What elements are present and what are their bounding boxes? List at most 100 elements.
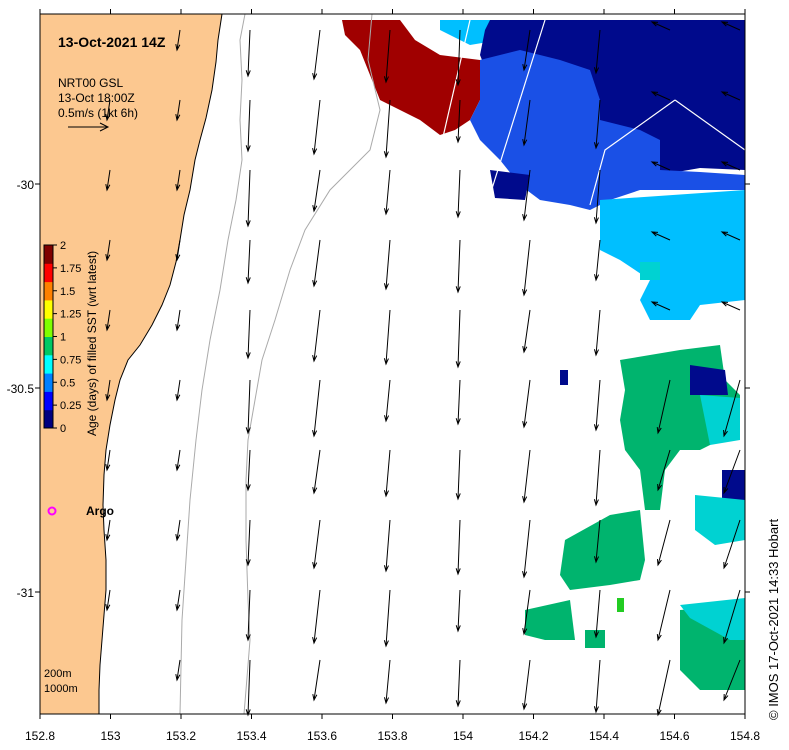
isobath-label-200m: 200m (44, 668, 72, 680)
argo-float: Argo (47, 504, 114, 518)
current-arrow (175, 239, 181, 262)
colorbar-title: Age (days) of filled SST (wrt latest) (85, 251, 99, 436)
current-arrow (245, 29, 251, 78)
colorbar-tick-label: 0 (60, 423, 66, 435)
current-arrow (723, 659, 741, 702)
x-tick-label: 153.8 (377, 729, 407, 743)
current-arrow (245, 449, 251, 492)
colorbar-segment (44, 281, 53, 301)
current-arrow (105, 169, 111, 192)
colorbar-gradient (44, 245, 53, 429)
current-arrow (455, 29, 461, 87)
current-arrow (593, 589, 601, 639)
current-arrow (455, 519, 461, 576)
current-arrow (650, 161, 671, 171)
current-arrow (312, 309, 321, 363)
current-arrow (105, 239, 111, 262)
current-arrow (312, 659, 321, 702)
current-arrow (723, 589, 741, 645)
colorbar-tick-label: 0.75 (60, 354, 81, 366)
current-arrow (720, 301, 741, 311)
current-arrow (522, 169, 531, 222)
x-axis-labels: 152.8 153 153.2 153.4 153.6 153.8 154 154.2 154.… (25, 729, 760, 743)
current-arrow (175, 309, 181, 332)
current-arrow (455, 589, 461, 633)
current-arrow (656, 659, 671, 717)
colorbar-segment (44, 409, 53, 429)
current-arrow (384, 379, 391, 423)
current-arrow (522, 449, 531, 504)
current-arrow (723, 519, 741, 570)
current-arrow (105, 589, 111, 612)
colorbar-tick-label: 1 (60, 332, 66, 344)
colorbar-tick-label: 1.5 (60, 286, 75, 298)
current-arrow (312, 239, 321, 288)
current-arrow (522, 309, 531, 354)
current-arrow (656, 589, 671, 642)
current-arrow (245, 309, 251, 360)
current-arrow (175, 519, 181, 542)
colorbar-segment (44, 318, 53, 337)
current-arrow (175, 379, 181, 402)
current-arrow (455, 309, 461, 369)
current-arrow (312, 379, 321, 438)
legend-time: 13-Oct 18:00Z (58, 91, 135, 105)
sst-patch (560, 370, 568, 385)
track-lines (439, 19, 746, 206)
current-arrow (383, 519, 391, 573)
argo-label: Argo (86, 504, 114, 518)
colorbar-segment (44, 373, 53, 392)
sst-patch (560, 510, 645, 590)
sst-age-patches (342, 20, 745, 690)
current-arrow (383, 309, 391, 366)
current-arrow (593, 379, 601, 432)
current-arrow (245, 519, 251, 567)
y-tick-label: -31 (17, 586, 35, 600)
colorbar-tick-label: 1.25 (60, 309, 81, 321)
current-arrow (720, 161, 741, 171)
sst-patch (690, 365, 728, 395)
colorbar-segment (44, 391, 53, 411)
argo-marker (47, 506, 57, 516)
current-arrow (105, 99, 111, 122)
sst-patch (617, 598, 624, 612)
current-arrow (720, 231, 741, 241)
current-arrow (522, 659, 531, 711)
current-arrow (312, 589, 321, 645)
x-tick-label: 153.4 (236, 729, 266, 743)
current-arrow (593, 659, 601, 714)
credit-label: © IMOS 17-Oct-2021 14:33 Hobart (766, 519, 781, 720)
current-arrow (720, 91, 741, 101)
colorbar-segment (44, 263, 53, 283)
current-arrow (383, 449, 391, 498)
current-arrow (593, 99, 601, 150)
current-arrow (312, 169, 321, 213)
current-arrow (383, 99, 391, 159)
x-tick-label: 154.4 (589, 729, 619, 743)
x-tick-label: 154.8 (730, 729, 760, 743)
x-tick-label: 153 (100, 729, 120, 743)
sst-patch (722, 470, 745, 505)
current-arrow (245, 169, 251, 228)
current-arrow (312, 99, 321, 156)
y-axis-labels: -30 -30.5 -31 (7, 178, 35, 600)
current-arrow (593, 169, 601, 225)
current-arrow (105, 379, 111, 402)
current-arrow (594, 239, 601, 282)
colorbar-tick-label: 2 (60, 240, 66, 252)
current-arrow (455, 239, 461, 294)
scale-arrow (68, 122, 110, 132)
current-arrow (175, 169, 181, 192)
current-arrow (522, 519, 531, 579)
current-arrow (522, 99, 531, 147)
colorbar-ticks: 2 1.75 1.5 1.25 1 0.75 0.5 0.25 0 (53, 240, 81, 435)
current-arrow (593, 309, 601, 357)
x-tick-label: 154.6 (659, 729, 689, 743)
current-arrow (723, 449, 741, 495)
current-arrow (657, 449, 671, 492)
current-arrow (723, 379, 741, 438)
current-arrow (720, 21, 741, 31)
y-tick-label: -30 (17, 178, 35, 192)
current-arrow (455, 99, 461, 144)
